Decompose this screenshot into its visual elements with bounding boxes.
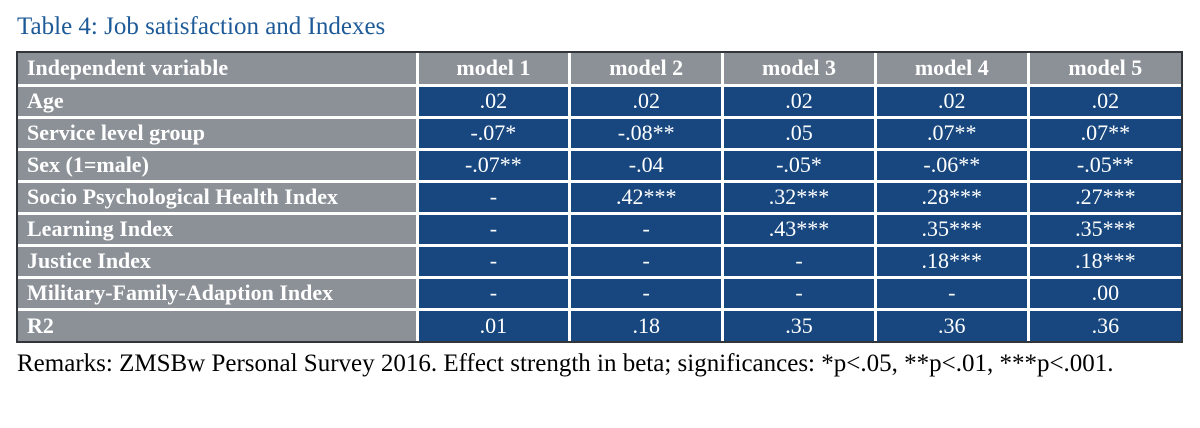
row-label-justice-index: Justice Index [18, 245, 419, 279]
header-model-3: model 3 [722, 53, 877, 87]
cell-age-m3: .02 [722, 85, 877, 119]
cell-li-m2: - [569, 213, 725, 247]
results-table: Independent variable model 1 model 2 mod… [18, 53, 1181, 341]
row-label-military-family-adaption-index: Military-Family-Adaption Index [18, 277, 419, 311]
cell-age-m2: .02 [569, 85, 725, 119]
cell-sex-m2: -.04 [569, 149, 725, 183]
header-model-4: model 4 [875, 53, 1030, 87]
cell-li-m1: - [417, 213, 572, 247]
table-row-justice-index: Justice Index - - - .18*** .18*** [18, 245, 1181, 279]
cell-r2-m5: .36 [1028, 309, 1181, 341]
cell-age-m1: .02 [417, 85, 572, 119]
row-label-sex: Sex (1=male) [18, 149, 419, 183]
cell-mfai-m3: - [722, 277, 877, 311]
cell-ji-m2: - [569, 245, 725, 279]
table-row-socio-psychological-health-index: Socio Psychological Health Index - .42**… [18, 181, 1181, 215]
cell-mfai-m5: .00 [1028, 277, 1181, 311]
table-row-learning-index: Learning Index - - .43*** .35*** .35*** [18, 213, 1181, 247]
cell-sphi-m2: .42*** [569, 181, 725, 215]
header-model-2: model 2 [569, 53, 725, 87]
cell-slg-m1: -.07* [417, 117, 572, 151]
header-model-5: model 5 [1028, 53, 1181, 87]
header-model-1: model 1 [417, 53, 572, 87]
cell-sex-m1: -.07** [417, 149, 572, 183]
row-label-learning-index: Learning Index [18, 213, 419, 247]
cell-li-m4: .35*** [875, 213, 1030, 247]
row-label-service-level-group: Service level group [18, 117, 419, 151]
cell-ji-m5: .18*** [1028, 245, 1181, 279]
cell-sphi-m5: .27*** [1028, 181, 1181, 215]
cell-sphi-m3: .32*** [722, 181, 877, 215]
cell-li-m5: .35*** [1028, 213, 1181, 247]
cell-mfai-m1: - [417, 277, 572, 311]
table-row-service-level-group: Service level group -.07* -.08** .05 .07… [18, 117, 1181, 151]
row-label-age: Age [18, 85, 419, 119]
cell-sphi-m4: .28*** [875, 181, 1030, 215]
results-table-frame: Independent variable model 1 model 2 mod… [16, 51, 1183, 343]
cell-slg-m2: -.08** [569, 117, 725, 151]
table-row-age: Age .02 .02 .02 .02 .02 [18, 85, 1181, 119]
table-row-sex: Sex (1=male) -.07** -.04 -.05* -.06** -.… [18, 149, 1181, 183]
cell-r2-m1: .01 [417, 309, 572, 341]
cell-sex-m3: -.05* [722, 149, 877, 183]
remarks-text: Remarks: ZMSBw Personal Survey 2016. Eff… [17, 350, 1114, 377]
cell-sex-m4: -.06** [875, 149, 1030, 183]
cell-ji-m1: - [417, 245, 572, 279]
cell-age-m4: .02 [875, 85, 1030, 119]
header-row: Independent variable model 1 model 2 mod… [18, 53, 1181, 87]
cell-ji-m4: .18*** [875, 245, 1030, 279]
cell-r2-m2: .18 [569, 309, 725, 341]
table-row-military-family-adaption-index: Military-Family-Adaption Index - - - - .… [18, 277, 1181, 311]
cell-mfai-m2: - [569, 277, 725, 311]
cell-mfai-m4: - [875, 277, 1030, 311]
table-row-r2: R2 .01 .18 .35 .36 .36 [18, 309, 1181, 341]
cell-slg-m3: .05 [722, 117, 877, 151]
cell-ji-m3: - [722, 245, 877, 279]
row-label-socio-psychological-health-index: Socio Psychological Health Index [18, 181, 419, 215]
page: Table 4: Job satisfaction and Indexes In… [16, 13, 1183, 377]
cell-sphi-m1: - [417, 181, 572, 215]
cell-sex-m5: -.05** [1028, 149, 1181, 183]
cell-r2-m3: .35 [722, 309, 877, 341]
cell-slg-m5: .07** [1028, 117, 1181, 151]
row-label-r2: R2 [18, 309, 419, 341]
table-caption: Table 4: Job satisfaction and Indexes [17, 13, 386, 40]
cell-slg-m4: .07** [875, 117, 1030, 151]
header-independent-variable: Independent variable [18, 53, 419, 87]
cell-li-m3: .43*** [722, 213, 877, 247]
cell-age-m5: .02 [1028, 85, 1181, 119]
cell-r2-m4: .36 [875, 309, 1030, 341]
